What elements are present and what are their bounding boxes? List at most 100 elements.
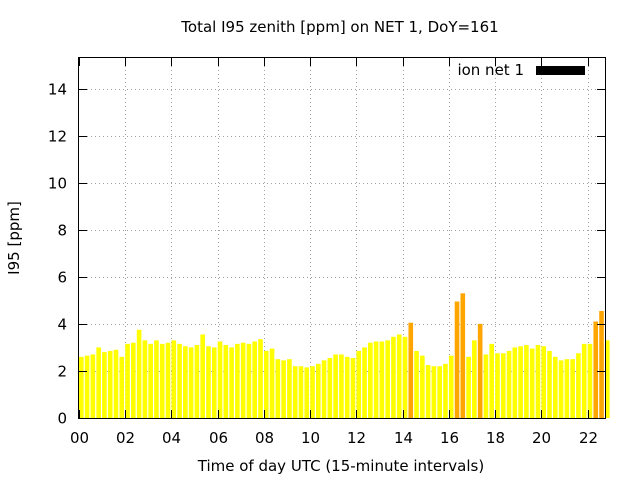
y-tick-label: 14 — [48, 81, 67, 99]
bar — [385, 340, 390, 418]
bar — [298, 366, 304, 418]
bar — [310, 366, 315, 418]
bar — [581, 343, 587, 418]
bar — [107, 350, 113, 418]
bar — [437, 366, 442, 418]
bar — [154, 340, 159, 418]
bar — [281, 360, 286, 418]
bar — [495, 353, 500, 418]
y-tick-label: 10 — [48, 175, 67, 193]
bar — [200, 334, 205, 418]
bar — [217, 341, 223, 418]
bar — [339, 354, 344, 418]
x-tick-label: 04 — [162, 429, 181, 447]
bar — [96, 347, 101, 418]
bar — [529, 348, 535, 418]
bar — [136, 329, 142, 418]
bar — [148, 343, 153, 418]
bar — [570, 359, 575, 418]
bar — [159, 343, 165, 418]
legend-swatch — [536, 66, 585, 75]
bar — [472, 340, 477, 418]
bar — [379, 341, 385, 418]
bar — [79, 356, 84, 418]
bar — [235, 343, 240, 418]
x-tick-label: 16 — [440, 429, 459, 447]
bar — [194, 345, 200, 418]
x-tick-label: 20 — [532, 429, 551, 447]
x-tick-label: 02 — [116, 429, 135, 447]
x-tick-label: 18 — [486, 429, 505, 447]
bar — [477, 323, 483, 418]
legend: ion net 1 — [457, 61, 585, 79]
bar — [119, 356, 125, 418]
y-tick-label: 8 — [57, 222, 67, 240]
x-tick-label: 10 — [301, 429, 320, 447]
bars — [79, 293, 610, 418]
chart-title: Total I95 zenith [ppm] on NET 1, DoY=161 — [180, 18, 498, 36]
bar — [327, 358, 333, 418]
bar — [292, 366, 298, 418]
bar — [408, 322, 414, 418]
y-tick-labels: 0 2 4 6 8 10 12 14 — [48, 81, 67, 428]
bar — [344, 356, 350, 418]
x-tick-label: 00 — [70, 429, 89, 447]
x-tick-label: 22 — [579, 429, 598, 447]
bar — [142, 340, 148, 418]
bar — [460, 293, 466, 418]
bar — [576, 353, 581, 418]
bar — [599, 310, 604, 418]
y-tick-label: 4 — [57, 316, 67, 334]
plot-frame — [78, 57, 606, 419]
bar — [391, 336, 396, 418]
bar — [350, 358, 356, 418]
bar — [252, 341, 258, 418]
bar — [402, 336, 408, 418]
bar — [113, 349, 119, 418]
bar — [84, 355, 90, 418]
bar — [258, 339, 263, 418]
bar — [425, 365, 431, 418]
bar — [171, 340, 177, 418]
x-tick-labels: 00 02 04 06 08 10 12 14 16 18 20 22 — [70, 429, 598, 447]
bar — [535, 345, 541, 418]
bar — [287, 359, 292, 418]
bar — [552, 356, 558, 418]
bar — [102, 352, 107, 418]
y-tick-label: 12 — [48, 128, 67, 146]
bar — [223, 345, 229, 418]
bar — [304, 367, 310, 418]
bar — [362, 347, 367, 418]
bar — [500, 353, 506, 418]
bar — [564, 359, 570, 418]
bar — [431, 366, 437, 418]
y-tick-label: 6 — [57, 269, 67, 287]
bar — [420, 355, 425, 418]
bar — [356, 350, 362, 418]
bar — [593, 321, 599, 418]
bar — [396, 334, 402, 418]
bar — [240, 342, 246, 418]
x-tick-label: 06 — [209, 429, 228, 447]
bar — [125, 343, 130, 418]
y-tick-label: 0 — [57, 410, 67, 428]
bar — [506, 350, 512, 418]
bar — [518, 346, 523, 418]
bar — [321, 360, 327, 418]
bar — [512, 347, 518, 418]
bar — [269, 348, 275, 418]
bar — [587, 343, 593, 418]
bar — [333, 354, 338, 418]
bar — [524, 345, 529, 418]
bar — [211, 347, 217, 418]
x-tick-label: 12 — [347, 429, 366, 447]
bar — [177, 343, 182, 418]
bar — [558, 360, 564, 418]
bar — [448, 355, 454, 418]
bar — [315, 363, 321, 418]
y-tick-label: 2 — [57, 363, 67, 381]
bar — [605, 340, 610, 418]
bar — [489, 343, 495, 418]
bar — [547, 350, 552, 418]
